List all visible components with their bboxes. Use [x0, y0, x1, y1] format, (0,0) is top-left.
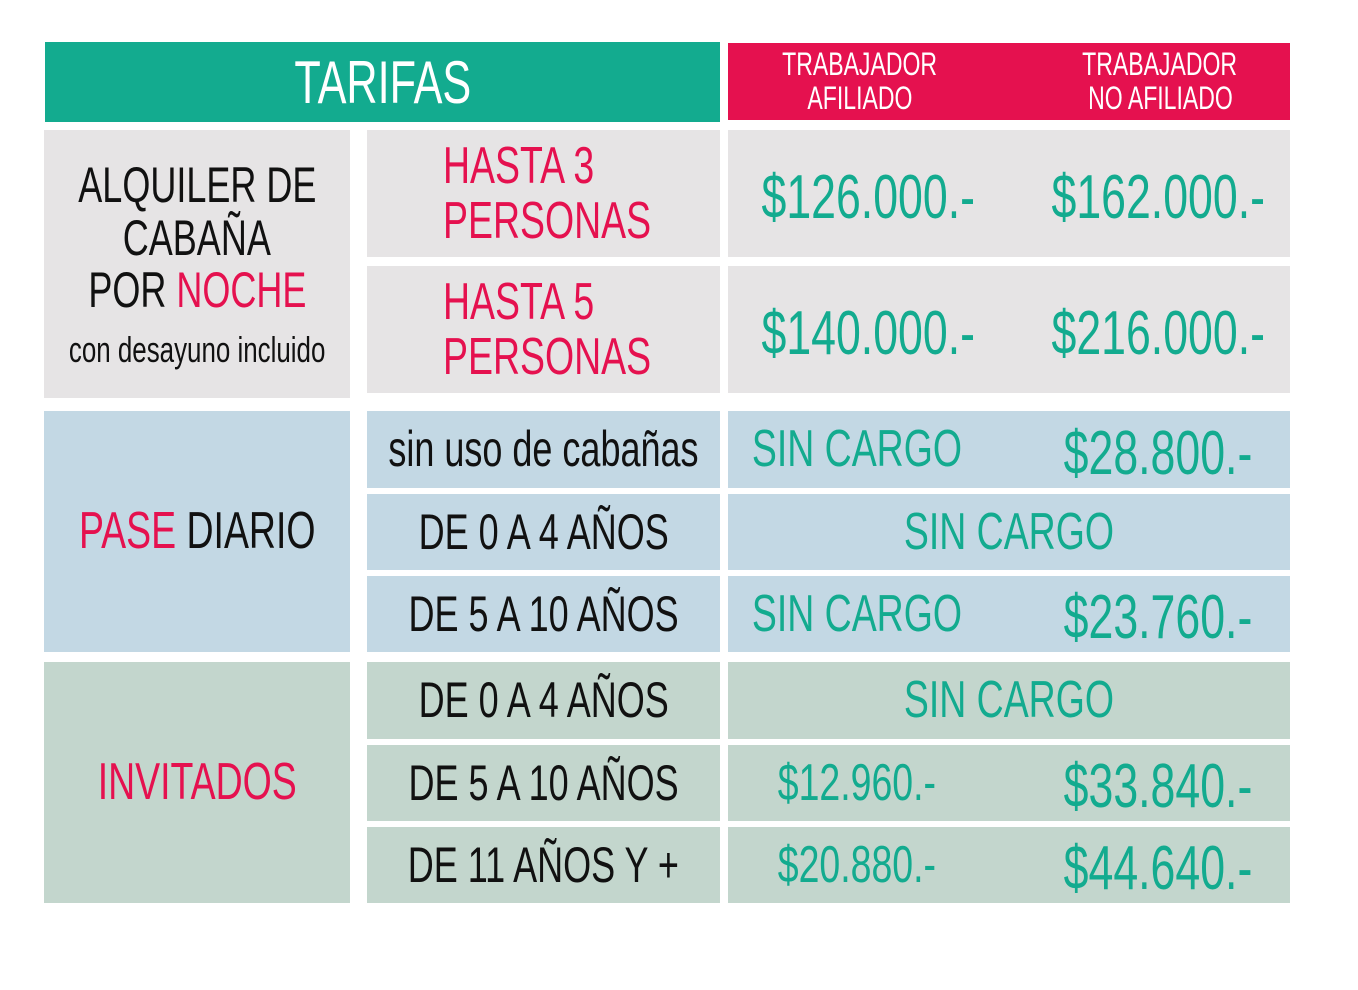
header-title: TARIFAS [294, 48, 471, 116]
cell-text: $44.640.- [1063, 834, 1253, 904]
row-label-line1: HASTA 5 [443, 272, 595, 331]
cell-text: DIARIO [186, 502, 316, 561]
price-both: SIN CARGO [728, 662, 1290, 739]
tarifas-header: TARIFAS [45, 42, 720, 122]
cell-text: PASE [78, 502, 176, 561]
cabana-row-label: HASTA 3 PERSONAS [367, 130, 720, 257]
cabana-label: ALQUILER DE CABAÑA POR NOCHE con desayun… [44, 130, 350, 398]
row-label-line2: PERSONAS [443, 327, 652, 386]
cell-text: DE 0 A 4 AÑOS [418, 672, 669, 729]
cabana-note: con desayuno incluido [68, 328, 326, 370]
cell-text: DE 5 A 10 AÑOS [408, 754, 679, 811]
cell-text: $216.000.- [1051, 298, 1265, 368]
cell-text: $20.880.- [777, 835, 937, 894]
price-afiliado: SIN CARGO [728, 411, 986, 488]
price-afiliado: $12.960.- [728, 745, 986, 821]
cell-text: sin uso de cabañas [388, 421, 699, 478]
cell-text: SIN CARGO [903, 502, 1115, 561]
cabana-line1: ALQUILER DE [77, 157, 317, 214]
price-both: SIN CARGO [728, 494, 1290, 570]
cell-text: $23.760.- [1063, 583, 1253, 653]
cabana-row-label: HASTA 5 PERSONAS [367, 266, 720, 393]
cell-text: SIN CARGO [751, 584, 963, 643]
pase-row-label: DE 0 A 4 AÑOS [367, 494, 720, 570]
cell-text: $162.000.- [1051, 162, 1265, 232]
price-no-afiliado: $216.000.- [1018, 266, 1298, 401]
pase-row-label: sin uso de cabañas [367, 411, 720, 488]
price-no-afiliado: $162.000.- [1018, 130, 1298, 265]
cabana-por: POR [87, 262, 166, 319]
row-label-line2: PERSONAS [443, 191, 652, 250]
cell-text: $12.960.- [777, 753, 937, 812]
row-label-line1: HASTA 3 [443, 136, 595, 195]
col-no-afiliado-line1: TRABAJADOR [1082, 46, 1238, 83]
invitados-label: INVITADOS [44, 662, 350, 903]
cell-text: $33.840.- [1063, 752, 1253, 822]
cell-text: DE 5 A 10 AÑOS [408, 585, 679, 642]
col-no-afiliado-header: TRABAJADOR NO AFILIADO [1040, 48, 1280, 116]
invitados-row-label: DE 5 A 10 AÑOS [367, 745, 720, 821]
invitados-row-label: DE 11 AÑOS Y + [367, 827, 720, 903]
price-afiliado: $126.000.- [728, 130, 1008, 265]
cell-text: $126.000.- [761, 162, 975, 232]
price-no-afiliado: $33.840.- [1018, 749, 1298, 825]
col-afiliado-header: TRABAJADOR AFILIADO [740, 48, 980, 116]
col-no-afiliado-line2: NO AFILIADO [1087, 80, 1233, 116]
cell-text: $140.000.- [761, 298, 975, 368]
pase-diario-label: PASE DIARIO [44, 411, 350, 652]
col-afiliado-line2: AFILIADO [807, 80, 913, 116]
cell-text: INVITADOS [97, 753, 297, 812]
cabana-noche: NOCHE [176, 262, 307, 319]
pase-row-label: DE 5 A 10 AÑOS [367, 576, 720, 652]
price-afiliado: SIN CARGO [728, 576, 986, 652]
price-no-afiliado: $44.640.- [1018, 831, 1298, 907]
cell-text: $28.800.- [1063, 418, 1253, 488]
cell-text: DE 0 A 4 AÑOS [418, 503, 669, 560]
price-no-afiliado: $28.800.- [1018, 415, 1298, 492]
invitados-row-label: DE 0 A 4 AÑOS [367, 662, 720, 739]
cell-text: DE 11 AÑOS Y + [407, 836, 680, 893]
cell-text: SIN CARGO [903, 671, 1115, 730]
price-afiliado: $140.000.- [728, 266, 1008, 401]
price-afiliado: $20.880.- [728, 827, 986, 903]
column-header-bar [728, 43, 1290, 120]
col-afiliado-line1: TRABAJADOR [782, 46, 938, 83]
cell-text: SIN CARGO [751, 420, 963, 479]
cabana-line2: CABAÑA [122, 209, 272, 266]
price-no-afiliado: $23.760.- [1018, 580, 1298, 656]
